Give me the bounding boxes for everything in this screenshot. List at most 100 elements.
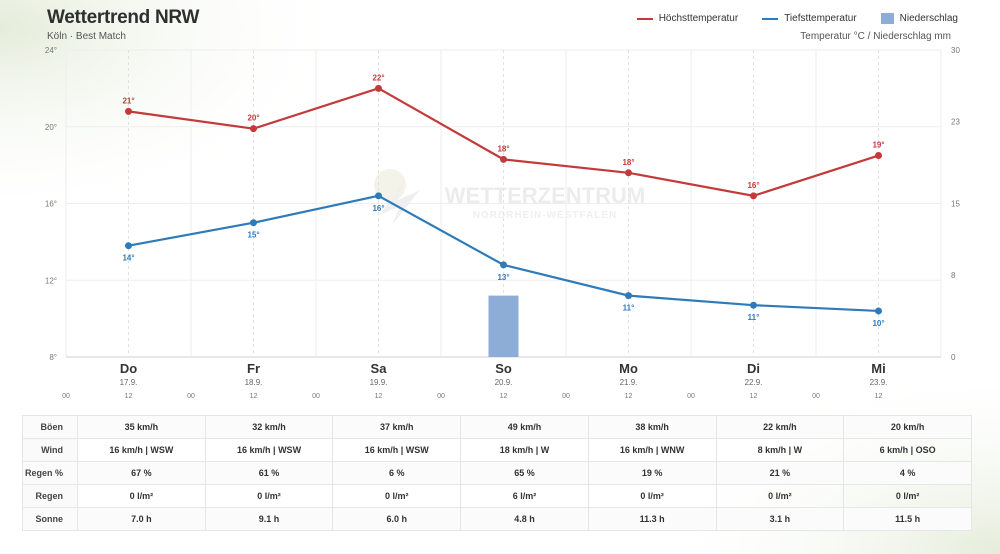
x-date-label: 20.9. <box>495 378 513 387</box>
x-date-label: 19.9. <box>370 378 388 387</box>
table-row: Wind 16 km/h | WSW 16 km/h | WSW 16 km/h | … <box>22 438 972 462</box>
y-left-tick-label: 16° <box>45 200 57 209</box>
x-day-label: Di <box>747 361 760 376</box>
table-cell: 35 km/h <box>77 415 206 439</box>
x-date-label: 23.9. <box>870 378 888 387</box>
low-point <box>500 261 507 269</box>
x-hour-tick: 12 <box>625 393 633 400</box>
x-date-label: 21.9. <box>620 378 638 387</box>
table-cell: 0 l/m² <box>843 484 972 508</box>
table-cell: 6.0 h <box>332 507 462 531</box>
x-hour-tick: 00 <box>687 393 695 400</box>
row-label: Regen <box>22 484 78 508</box>
table-cell: 0 l/m² <box>332 484 462 508</box>
x-hour-tick: 00 <box>187 393 195 400</box>
table-cell: 6 % <box>332 461 462 485</box>
weather-chart: WETTERZENTRUM NORDRHEIN-WESTFALEN 8° 12° 16°… <box>45 46 961 400</box>
table-cell: 16 km/h | WNW <box>587 438 717 462</box>
x-hour-tick: 00 <box>812 393 820 400</box>
low-point <box>625 292 632 300</box>
high-data-label: 19° <box>872 141 884 150</box>
x-date-label: 18.9. <box>245 378 263 387</box>
table-cell: 20 km/h <box>843 415 972 439</box>
x-hour-tick: 12 <box>750 393 758 400</box>
precip-bar <box>488 295 519 357</box>
table-cell: 3.1 h <box>715 507 845 531</box>
low-data-label: 10° <box>872 319 884 328</box>
x-date-label: 22.9. <box>745 378 763 387</box>
high-data-label: 22° <box>372 73 384 82</box>
x-hour-tick: 12 <box>125 393 133 400</box>
high-point <box>875 152 882 160</box>
high-point <box>375 84 382 92</box>
watermark-line2: NORDRHEIN-WESTFALEN <box>473 210 618 221</box>
low-point <box>125 242 132 250</box>
legend-item-low[interactable]: Tiefsttemperatur <box>762 13 857 24</box>
y-left-tick-label: 12° <box>45 276 57 285</box>
high-point <box>500 155 507 163</box>
low-point <box>375 192 382 200</box>
legend-high-label: Höchsttemperatur <box>658 13 739 24</box>
legend-item-high[interactable]: Höchsttemperatur <box>636 13 739 24</box>
table-cell: 0 l/m² <box>587 484 717 508</box>
x-hour-tick: 12 <box>500 393 508 400</box>
high-point <box>625 169 632 177</box>
x-hour-tick: 00 <box>62 393 70 400</box>
low-data-label: 14° <box>122 254 134 263</box>
legend-low-line-icon <box>762 17 779 20</box>
watermark-line1: WETTERZENTRUM <box>445 183 645 208</box>
x-day-label: Fr <box>247 361 260 376</box>
legend-item-precip[interactable]: Niederschlag <box>880 13 958 24</box>
y-right-tick-label: 8 <box>951 271 956 280</box>
x-day-label: Mi <box>871 361 885 376</box>
y-right-tick-label: 0 <box>951 353 956 362</box>
table-cell: 0 l/m² <box>715 484 845 508</box>
low-data-label: 11° <box>623 304 635 313</box>
table-cell: 0 l/m² <box>204 484 334 508</box>
x-day-label: Do <box>120 361 137 376</box>
high-point <box>250 125 257 133</box>
table-row: Sonne 7.0 h 9.1 h 6.0 h 4.8 h 11.3 h 3.1 h 11.5… <box>22 507 972 531</box>
table-cell: 11.5 h <box>843 507 972 531</box>
table-cell: 11.3 h <box>587 507 717 531</box>
high-data-label: 16° <box>747 181 759 190</box>
table-cell: 18 km/h | W <box>460 438 589 462</box>
table-cell: 61 % <box>204 461 334 485</box>
y-right-tick-label: 15 <box>951 200 960 209</box>
table-cell: 16 km/h | WSW <box>77 438 206 462</box>
high-data-label: 20° <box>247 114 259 123</box>
table-cell: 22 km/h <box>715 415 845 439</box>
legend-high-line-icon <box>636 17 653 20</box>
table-cell: 16 km/h | WSW <box>332 438 462 462</box>
x-hour-tick: 00 <box>562 393 570 400</box>
table-cell: 37 km/h <box>332 415 462 439</box>
row-label: Regen % <box>22 461 78 485</box>
row-label: Böen <box>22 415 78 439</box>
location-subtitle: Köln · Best Match <box>47 31 126 42</box>
table-cell: 19 % <box>587 461 717 485</box>
table-cell: 4 % <box>843 461 972 485</box>
watermark-bolt-icon <box>380 180 420 225</box>
low-data-label: 11° <box>748 313 760 322</box>
table-cell: 0 l/m² <box>77 484 206 508</box>
table-row: Böen 35 km/h 32 km/h 37 km/h 49 km/h 38 km/h 2… <box>22 415 972 439</box>
table-cell: 4.8 h <box>460 507 589 531</box>
table-cell: 38 km/h <box>587 415 717 439</box>
x-hour-tick: 12 <box>375 393 383 400</box>
legend-precip-swatch-icon <box>880 13 894 24</box>
low-point <box>250 219 257 227</box>
high-point <box>750 192 757 200</box>
table-cell: 49 km/h <box>460 415 589 439</box>
x-day-label: Sa <box>371 361 388 376</box>
row-label: Sonne <box>22 507 78 531</box>
chart-legend: Höchsttemperatur Tiefsttemperatur Nieder… <box>613 13 958 24</box>
low-point <box>750 301 757 309</box>
y-right-tick-label: 23 <box>951 118 960 127</box>
table-cell: 16 km/h | WSW <box>204 438 334 462</box>
x-date-label: 17.9. <box>120 378 138 387</box>
low-data-label: 15° <box>247 231 259 240</box>
table-cell: 7.0 h <box>77 507 206 531</box>
table-cell: 8 km/h | W <box>715 438 845 462</box>
x-hour-tick: 12 <box>250 393 258 400</box>
table-cell: 32 km/h <box>204 415 334 439</box>
